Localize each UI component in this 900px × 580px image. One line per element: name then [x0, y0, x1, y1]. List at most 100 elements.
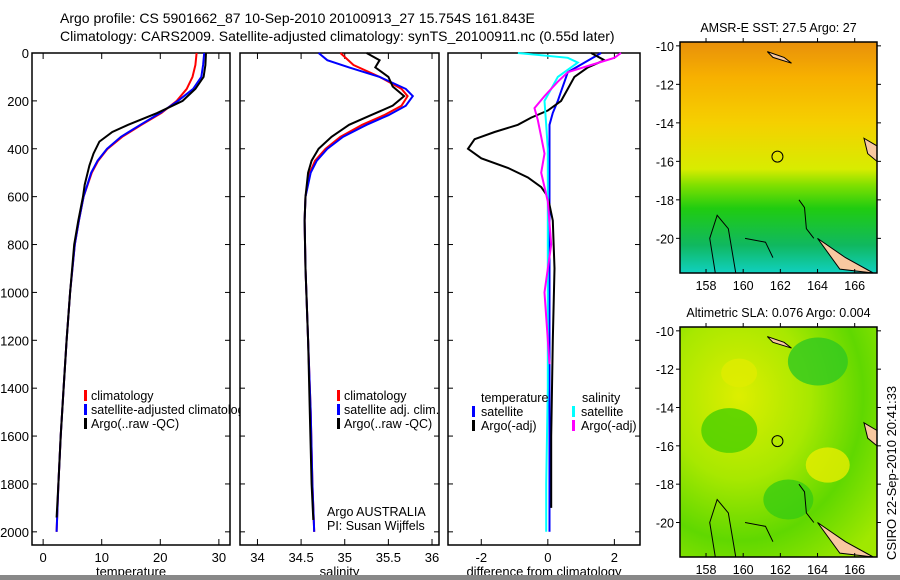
credit-label: CSIRO 22-Sep-2010 20:41:33 [884, 386, 899, 560]
lat-tick-label: -10 [656, 325, 674, 339]
legend-swatch [84, 404, 87, 415]
series-line-argo-raw-qc- [55, 52, 207, 518]
y-tick-label: 1600 [0, 429, 29, 444]
lat-tick-label: -12 [656, 363, 674, 377]
lon-tick-label: 164 [807, 279, 828, 293]
lat-tick-label: -18 [656, 478, 674, 492]
x-tick-label: 35.5 [376, 550, 401, 565]
reef-contour [709, 214, 737, 274]
legend-label: Argo(..raw -QC) [91, 417, 179, 431]
sst-map-panel: AMSR-E SST: 27.5 Argo: 27 158 160 162 164 166… [656, 21, 881, 293]
reef-contour [709, 498, 737, 558]
sla-anomaly-patch [805, 447, 850, 483]
lat-tick-label: -14 [656, 117, 674, 131]
sla-anomaly-patch [701, 408, 758, 453]
lat-tick-label: -20 [656, 517, 674, 531]
sla-anomaly-patch [763, 479, 814, 520]
x-tick-label: 2 [611, 550, 618, 565]
x-tick-label: 30 [212, 550, 226, 565]
land-island [766, 51, 792, 64]
x-tick-label: 34.5 [288, 550, 313, 565]
legend-label: satellite [481, 405, 523, 419]
map-frame [679, 326, 878, 558]
lat-tick-label: -16 [656, 155, 674, 169]
legend-label: Argo(-adj) [581, 419, 637, 433]
y-tick-label: 200 [7, 94, 29, 109]
lon-tick-label: 160 [733, 279, 754, 293]
legend-label: climatology [344, 389, 407, 403]
lat-tick-label: -16 [656, 440, 674, 454]
reef-contour [744, 522, 774, 542]
land-island [766, 336, 792, 349]
y-tick-label: 600 [7, 190, 29, 205]
legend-label: satellite-adjusted climatology [91, 403, 252, 417]
lon-tick-label: 158 [696, 563, 717, 577]
legend-label: satellite [581, 405, 623, 419]
salinity-panel: 34 34.5 35 35.5 36salinityclimatologysatelli… [239, 52, 440, 579]
series-line-argo-raw-qc- [303, 52, 406, 520]
series-line-salinity-satellite [517, 52, 580, 532]
legend-swatch [572, 406, 575, 417]
annotation-text: Argo AUSTRALIA [327, 505, 426, 519]
legend-label: Argo(..raw -QC) [344, 417, 432, 431]
legend-label: Argo(-adj) [481, 419, 537, 433]
sla-anomaly-patch [787, 337, 848, 386]
map-title: Altimetric SLA: 0.076 Argo: 0.004 [686, 306, 870, 320]
y-tick-label: 1400 [0, 381, 29, 396]
legend-swatch [472, 406, 475, 417]
y-tick-label: 400 [7, 142, 29, 157]
y-tick-label: 1000 [0, 285, 29, 300]
legend-title: temperature [481, 391, 548, 405]
lat-tick-label: -18 [656, 194, 674, 208]
lat-tick-label: -10 [656, 40, 674, 54]
reef-contour [798, 483, 815, 523]
series-line-salinity-argo-adj- [533, 52, 622, 365]
y-tick-label: 800 [7, 238, 29, 253]
legend-title: salinity [582, 391, 621, 405]
legend-label: satellite adj. clim. [344, 403, 439, 417]
series-line-temperature-argo-adj- [466, 52, 607, 508]
title-line-2: Climatology: CARS2009. Satellite-adjuste… [60, 28, 615, 44]
legend-swatch [337, 418, 340, 429]
y-tick-label: 0 [22, 46, 29, 61]
lon-tick-label: 162 [770, 279, 791, 293]
y-tick-label: 2000 [0, 525, 29, 540]
y-tick-label: 1200 [0, 333, 29, 348]
sla-map-panel: Altimetric SLA: 0.076 Argo: 0.004 158 160 1… [656, 306, 881, 577]
legend-swatch [572, 420, 575, 431]
lon-tick-label: 164 [807, 563, 828, 577]
x-tick-label: 20 [153, 550, 167, 565]
lon-tick-label: 160 [733, 563, 754, 577]
reef-contour [798, 199, 815, 239]
lat-tick-label: -20 [656, 232, 674, 246]
legend-label: climatology [91, 389, 154, 403]
legend-swatch [84, 418, 87, 429]
argo-position-marker [771, 435, 784, 448]
lat-tick-label: -14 [656, 402, 674, 416]
argo-position-marker [771, 150, 784, 163]
plot-frame [31, 52, 231, 546]
legend-swatch [337, 390, 340, 401]
plot-frame [239, 52, 440, 546]
x-tick-label: 0 [544, 550, 551, 565]
legend-swatch [84, 390, 87, 401]
x-tick-label: 0 [40, 550, 47, 565]
lon-tick-label: 162 [770, 563, 791, 577]
window-bottom-edge [0, 575, 900, 580]
x-tick-label: 35 [338, 550, 352, 565]
lon-tick-label: 166 [844, 279, 865, 293]
reef-contour [744, 237, 774, 258]
lat-tick-label: -12 [656, 78, 674, 92]
annotation-text: PI: Susan Wijffels [327, 519, 425, 533]
x-tick-label: 34 [250, 550, 264, 565]
lon-tick-label: 158 [696, 279, 717, 293]
map-field [680, 42, 877, 273]
sla-anomaly-patch [721, 358, 758, 388]
temperature-panel: 0 10 20 30 0 200 400 600 800 1000 1200 1400 1600 1800… [0, 46, 251, 579]
x-tick-label: 10 [94, 550, 108, 565]
legend-swatch [472, 420, 475, 431]
y-tick-label: 1800 [0, 477, 29, 492]
